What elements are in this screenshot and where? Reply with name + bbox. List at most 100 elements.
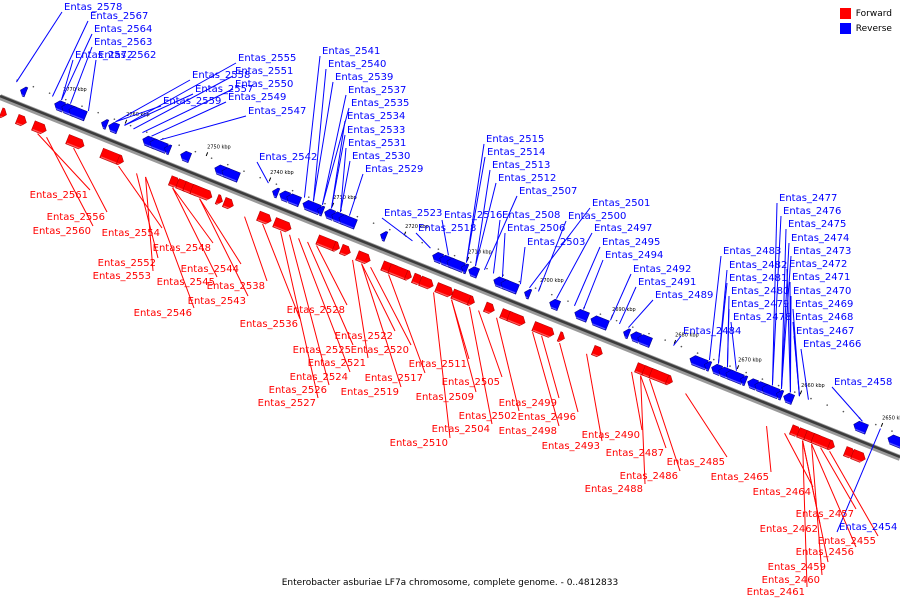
scale-dot [648, 332, 650, 335]
forward-gene [214, 194, 223, 206]
scale-dot [615, 319, 618, 322]
leader-line [133, 75, 234, 130]
kbp-tick-mark [736, 365, 740, 370]
reverse-gene [100, 119, 110, 130]
gene-label: Entas_2547 [248, 106, 306, 117]
leader-line [771, 202, 778, 386]
leader-line [115, 105, 162, 123]
reverse-gene [107, 122, 121, 135]
scale-dot [356, 215, 359, 218]
leader-line [172, 187, 218, 278]
leader-line [492, 219, 501, 274]
leader-line [537, 220, 567, 292]
gene-label: Entas_2563 [94, 37, 152, 48]
reverse-gene [179, 150, 193, 164]
gene-label: Entas_2534 [347, 111, 405, 122]
forward-gene [331, 241, 340, 253]
reverse-gene [68, 106, 88, 122]
gene-label: Entas_2539 [335, 72, 393, 83]
forward-gene [0, 107, 7, 119]
reverse-gene [689, 355, 709, 371]
kbp-tick-label: 2720 kbp [405, 224, 429, 230]
gene-label: Entas_2459 [768, 562, 826, 573]
leader-line [136, 173, 159, 259]
gene-label: Entas_2468 [795, 312, 853, 323]
leader-line [339, 147, 347, 213]
gene-label: Entas_2480 [731, 286, 789, 297]
scale-dot [486, 267, 488, 270]
scale-dot [874, 423, 877, 426]
gene-label: Entas_2557 [195, 84, 253, 95]
kbp-tick-label: 2750 kbp [207, 145, 231, 151]
leader-line [199, 198, 242, 265]
gene-label: Entas_2511 [409, 359, 467, 370]
gene-label: Entas_2572 [75, 50, 133, 61]
leader-line [793, 335, 800, 397]
gene-label: Entas_2476 [783, 206, 841, 217]
scale-dot [291, 189, 294, 192]
forward-gene [418, 275, 434, 290]
gene-label: Entas_2479 [731, 299, 789, 310]
gene-label: Entas_2519 [341, 387, 399, 398]
leader-line [118, 165, 163, 229]
leader-line [280, 230, 319, 399]
kbp-tick-label: 2690 kbp [612, 307, 636, 313]
leader-line [381, 217, 413, 242]
gene-label: Entas_2520 [351, 345, 409, 356]
gene-label: Entas_2518 [418, 223, 476, 234]
gene-label: Entas_2471 [792, 272, 850, 283]
leader-line [811, 443, 857, 548]
leader-line [115, 79, 191, 123]
gene-label: Entas_2558 [192, 70, 250, 81]
forward-gene [31, 120, 47, 135]
leader-line [474, 169, 491, 267]
scale-dot [97, 111, 99, 114]
leader-line [465, 143, 485, 263]
leader-line [529, 207, 591, 289]
leader-line [496, 317, 520, 412]
leader-line [312, 81, 334, 202]
gene-label: Entas_2553 [93, 271, 151, 282]
leader-line [609, 273, 632, 321]
forward-gene [434, 282, 454, 298]
gene-label: Entas_2562 [98, 50, 156, 61]
leader-line [474, 182, 497, 267]
gene-label: Entas_2494 [605, 250, 663, 261]
kbp-tick-mark [799, 390, 803, 395]
leader-line [51, 20, 89, 97]
gene-label: Entas_2467 [796, 326, 854, 337]
kbp-tick-label: 2670 kbp [738, 358, 762, 364]
legend-reverse: Reverse [839, 23, 892, 34]
leader-line [800, 348, 809, 400]
gene-label: Entas_2556 [47, 212, 105, 223]
gene-label: Entas_2517 [365, 373, 423, 384]
leader-line [330, 134, 346, 209]
gene-label: Entas_2552 [98, 258, 156, 269]
gene-label: Entas_2477 [779, 193, 837, 204]
reverse-swatch [839, 23, 851, 34]
gene-label: Entas_2472 [789, 259, 847, 270]
leader-line [321, 94, 347, 205]
forward-gene [466, 295, 475, 307]
leader-line [142, 88, 234, 134]
leader-line [370, 266, 412, 346]
gene-label: Entas_2455 [818, 536, 876, 547]
leader-line [60, 33, 93, 101]
leader-line [124, 62, 237, 126]
reverse-gene [739, 375, 749, 387]
gene-label: Entas_2549 [228, 92, 286, 103]
reverse-gene [302, 199, 322, 216]
gene-label: Entas_2481 [729, 273, 787, 284]
gene-label: Entas_2531 [348, 138, 406, 149]
gene-label: Entas_2462 [760, 524, 818, 535]
leader-line [766, 425, 772, 473]
reverse-gene [221, 167, 241, 183]
leader-line [780, 255, 792, 389]
reverse-gene [467, 266, 481, 279]
gene-label: Entas_2454 [839, 522, 897, 533]
strand-legend: Forward Reverse [839, 8, 892, 38]
gene-label: Entas_2490 [582, 430, 640, 441]
gene-label: Entas_2528 [287, 305, 345, 316]
reverse-gene [163, 144, 173, 156]
gene-label: Entas_2538 [207, 281, 265, 292]
